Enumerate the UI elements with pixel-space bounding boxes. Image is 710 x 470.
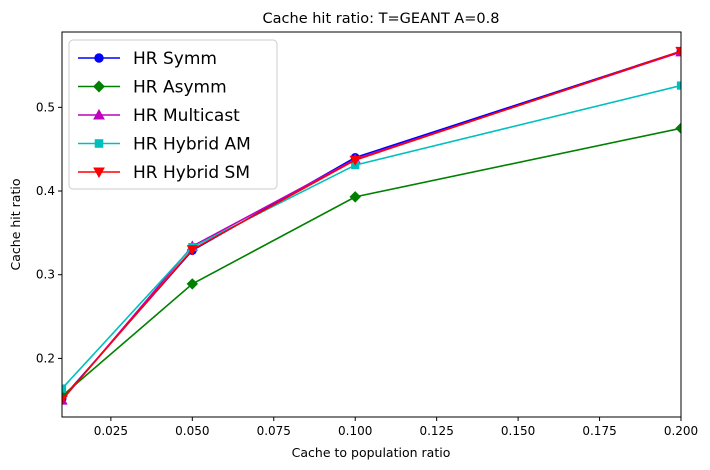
data-point [675, 46, 681, 58]
chart-title: Cache hit ratio: T=GEANT A=0.8 [263, 11, 500, 27]
legend-marker [94, 139, 104, 148]
series-line [62, 84, 681, 390]
series-hr-hybrid-sm [62, 46, 681, 406]
x-tick-label: 0.175 [582, 424, 616, 438]
legend-label: HR Multicast [133, 106, 240, 126]
legend-item: HR Multicast [78, 106, 240, 126]
legend-item: HR Hybrid AM [78, 135, 251, 155]
axes-frame [61, 31, 682, 418]
legend-marker [93, 80, 105, 93]
legend-marker [93, 108, 105, 120]
x-tick-label: 0.050 [175, 424, 209, 438]
y-tick-label: 0.3 [36, 268, 55, 282]
series-line [62, 127, 681, 397]
y-tick-label: 0.5 [36, 100, 55, 114]
data-point [675, 122, 681, 134]
x-tick-label: 0.200 [664, 424, 698, 438]
x-tick-label: 0.100 [338, 424, 372, 438]
data-point [349, 191, 361, 203]
data-point [186, 278, 199, 290]
legend-marker [94, 53, 104, 63]
x-tick-label: 0.075 [257, 424, 291, 438]
data-point [186, 245, 198, 256]
legend-item: HR Asymm [78, 78, 227, 98]
series-line [62, 50, 681, 400]
x-tick-label: 0.025 [94, 424, 128, 438]
legend-item: HR Hybrid SM [78, 163, 250, 183]
data-point [676, 81, 681, 90]
legend-label: HR Hybrid AM [133, 135, 251, 155]
y-tick-label: 0.4 [36, 184, 55, 198]
legend-label: HR Asymm [133, 78, 227, 98]
y-axis-label: Cache hit ratio [8, 179, 23, 271]
plot-area [62, 46, 681, 406]
legend-item: HR Symm [78, 49, 217, 69]
x-tick-label: 0.150 [501, 424, 535, 438]
x-tick-label: 0.125 [419, 424, 453, 438]
legend-label: HR Symm [133, 49, 217, 69]
legend: HR Symm HR Asymm HR Multicast HR Hybrid AM H… [68, 39, 278, 190]
data-point [349, 155, 361, 166]
y-tick-label: 0.2 [36, 351, 55, 365]
legend-marker [93, 167, 105, 179]
legend-box [68, 39, 278, 190]
legend-label: HR Hybrid SM [133, 163, 250, 183]
x-axis-label: Cache to population ratio [292, 445, 451, 460]
